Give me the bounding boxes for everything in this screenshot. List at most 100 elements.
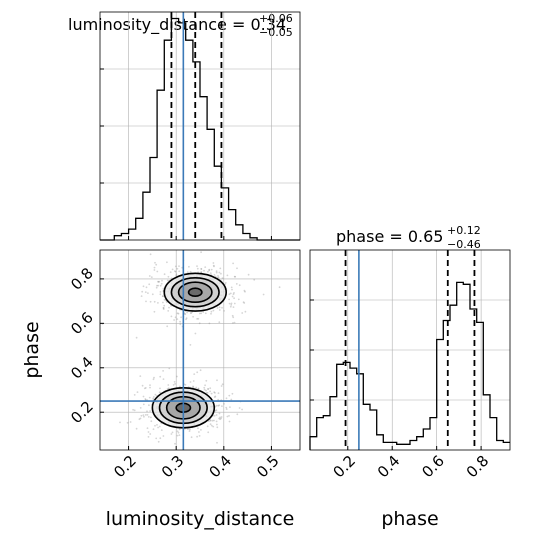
- joint-xtick-label: 0.4: [205, 452, 235, 482]
- scatter-point: [204, 384, 207, 387]
- scatter-point: [149, 410, 152, 412]
- scatter-point: [230, 302, 233, 305]
- scatter-point: [150, 276, 153, 278]
- scatter-point: [161, 279, 163, 282]
- scatter-point: [220, 385, 223, 387]
- scatter-point: [190, 311, 193, 314]
- scatter-point: [167, 387, 170, 390]
- scatter-point: [213, 396, 216, 398]
- scatter-point: [156, 424, 158, 426]
- scatter-point: [203, 386, 206, 389]
- scatter-point: [208, 268, 211, 271]
- scatter-point: [139, 407, 142, 409]
- contour-0: [187, 287, 203, 298]
- scatter-point: [159, 291, 162, 293]
- scatter-point: [209, 419, 212, 422]
- scatter-point: [221, 277, 224, 279]
- scatter-point: [203, 269, 205, 272]
- scatter-point: [144, 398, 147, 400]
- scatter-point: [197, 427, 199, 430]
- scatter-point: [179, 385, 181, 388]
- scatter-point: [142, 395, 145, 398]
- scatter-point: [232, 293, 235, 296]
- lumdist-hist-step: [100, 17, 300, 241]
- scatter-point: [146, 410, 148, 413]
- scatter-point: [192, 315, 195, 318]
- scatter-point: [138, 418, 141, 421]
- scatter-point: [212, 262, 215, 264]
- scatter-point: [180, 316, 183, 319]
- scatter-point: [236, 413, 239, 416]
- scatter-point: [151, 293, 154, 296]
- scatter-point: [214, 395, 217, 398]
- scatter-point: [188, 265, 190, 268]
- scatter-point: [198, 322, 201, 325]
- scatter-point: [150, 420, 153, 423]
- scatter-point: [238, 284, 241, 287]
- scatter-point: [236, 267, 238, 270]
- phase-title-sup: +0.12: [447, 224, 481, 237]
- scatter-point: [136, 391, 139, 393]
- x-axis-label-phase: phase: [381, 508, 438, 530]
- scatter-point: [157, 280, 159, 283]
- scatter-point: [217, 275, 219, 277]
- contour-3: [163, 272, 227, 312]
- scatter-point: [210, 312, 212, 315]
- scatter-point: [205, 379, 208, 382]
- scatter-point: [218, 306, 221, 309]
- scatter-point: [217, 276, 220, 279]
- scatter-point: [184, 313, 187, 316]
- scatter-point: [188, 430, 191, 432]
- scatter-point: [262, 293, 265, 296]
- lumdist-title-sup: +0.06: [259, 12, 293, 25]
- scatter-point: [217, 398, 220, 401]
- scatter-point: [165, 301, 168, 304]
- scatter-point: [155, 286, 158, 289]
- scatter-point: [153, 376, 155, 379]
- scatter-point: [119, 421, 121, 424]
- scatter-point: [162, 435, 165, 437]
- scatter-point: [177, 312, 180, 315]
- scatter-point: [226, 274, 229, 277]
- phase-title-main: phase = 0.65: [336, 227, 443, 246]
- scatter-point: [158, 391, 161, 394]
- scatter-point: [200, 268, 203, 270]
- scatter-point: [209, 272, 212, 275]
- scatter-point: [171, 431, 174, 434]
- scatter-point: [157, 284, 160, 287]
- scatter-point: [213, 274, 216, 276]
- scatter-point: [207, 388, 210, 390]
- scatter-point: [149, 386, 151, 389]
- joint-xtick-label: 0.3: [158, 452, 188, 482]
- scatter-point: [176, 430, 179, 433]
- scatter-point: [230, 286, 233, 289]
- scatter-point: [178, 270, 181, 273]
- scatter-point: [175, 273, 178, 276]
- scatter-point: [228, 415, 230, 417]
- scatter-point: [183, 312, 186, 315]
- scatter-point: [253, 278, 256, 281]
- scatter-point: [170, 433, 173, 435]
- lumdist-title: luminosity_distance = 0.34 +0.06 −0.05: [68, 12, 293, 39]
- scatter-point: [225, 406, 228, 409]
- scatter-point: [210, 310, 213, 313]
- scatter-point: [204, 266, 207, 268]
- scatter-point: [158, 425, 161, 428]
- scatter-point: [241, 408, 244, 411]
- phase-frame: [309, 249, 511, 451]
- scatter-point: [185, 317, 188, 320]
- scatter-point: [210, 424, 213, 427]
- scatter-point: [168, 367, 171, 370]
- scatter-point: [142, 403, 145, 406]
- scatter-point: [196, 265, 198, 267]
- scatter-point: [212, 425, 215, 428]
- phase-xtick-label: 0.8: [463, 452, 493, 482]
- scatter-point: [229, 292, 232, 295]
- scatter-point: [141, 290, 144, 293]
- scatter-point: [163, 304, 166, 307]
- scatter-point: [189, 270, 192, 273]
- scatter-point: [228, 298, 231, 301]
- scatter-point: [196, 371, 199, 374]
- scatter-point: [159, 437, 162, 440]
- scatter-point: [173, 319, 176, 321]
